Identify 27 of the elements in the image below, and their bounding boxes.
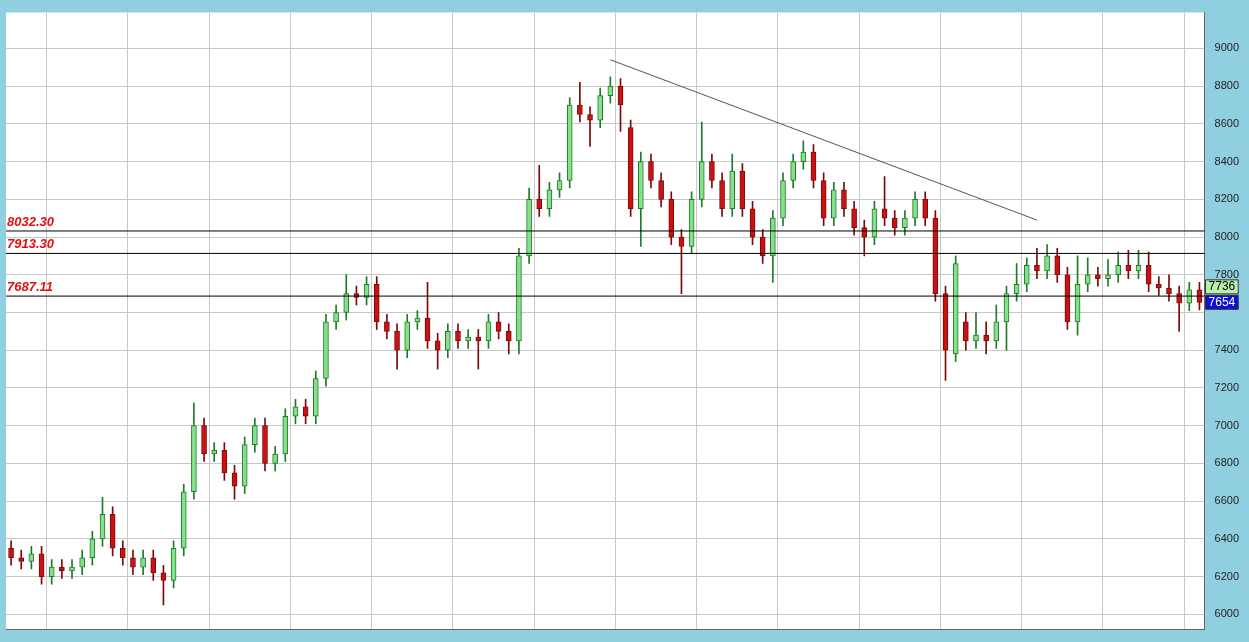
candlestick xyxy=(577,82,583,123)
ref-line-label: 7687.11 xyxy=(7,279,54,295)
y-tick-label: 6200 xyxy=(1214,569,1240,582)
y-tick-label: 6000 xyxy=(1214,607,1240,620)
y-tick-label: 7000 xyxy=(1214,418,1240,431)
y-tick-label: 8000 xyxy=(1214,230,1240,243)
y-tick-label: 6800 xyxy=(1214,456,1240,469)
y-tick-label: 7200 xyxy=(1214,380,1240,393)
candlestick xyxy=(983,321,989,355)
y-tick-label: 8400 xyxy=(1214,154,1240,167)
ref-line-label: 8032.30 xyxy=(7,214,55,230)
y-tick-label: 8200 xyxy=(1214,192,1240,205)
y-tick-label: 6400 xyxy=(1214,531,1240,544)
candlestick xyxy=(536,165,543,217)
annotation: 7736 xyxy=(1208,279,1236,294)
candlestick xyxy=(1034,248,1040,279)
ref-line-label: 7913.30 xyxy=(7,236,55,252)
y-tick-label: 8800 xyxy=(1214,79,1240,92)
y-tick-label: 9000 xyxy=(1214,41,1240,54)
candlestick xyxy=(1105,259,1111,287)
y-tick-label: 8600 xyxy=(1214,116,1240,129)
candlestick xyxy=(973,312,979,349)
y-tick-label: 7400 xyxy=(1214,343,1240,356)
candlestick xyxy=(587,106,593,147)
y-tick-label: 7800 xyxy=(1214,267,1240,280)
y-tick-label: 6600 xyxy=(1214,494,1240,507)
annotation: 7654 xyxy=(1208,294,1236,309)
